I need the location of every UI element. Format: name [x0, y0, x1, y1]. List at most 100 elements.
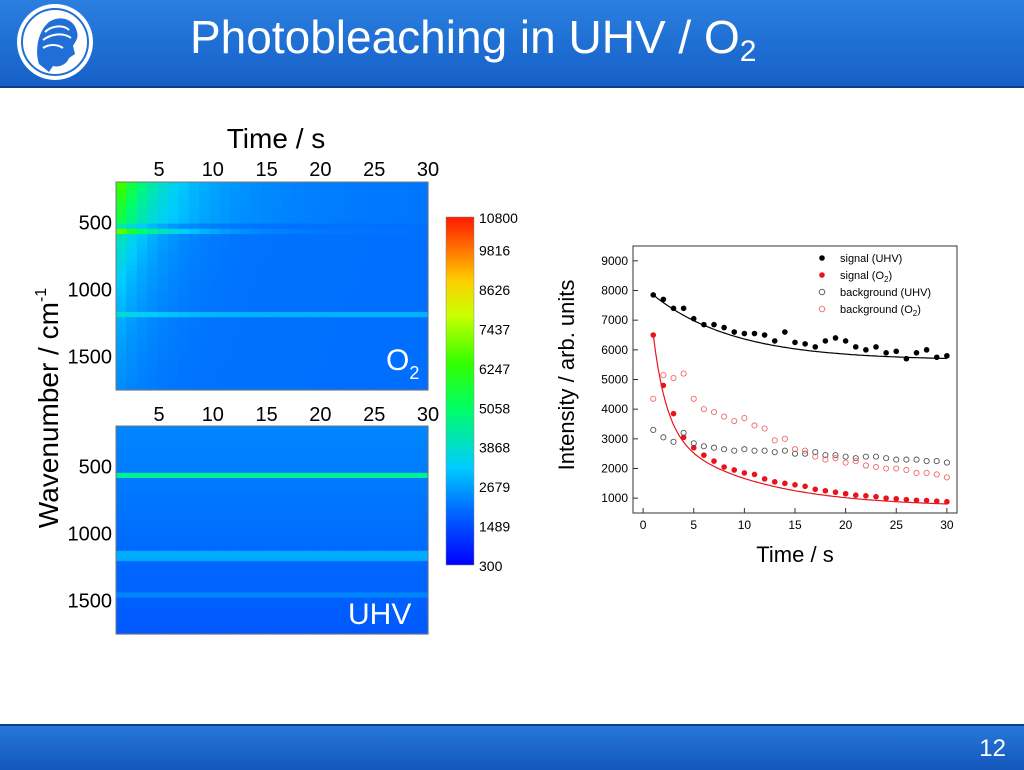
data-point [933, 458, 940, 465]
uhv-heatmap-cell [136, 504, 148, 510]
uhv-heatmap-cell [365, 576, 377, 583]
uhv-heatmap-cell [417, 535, 429, 541]
o2-heatmap-cell [334, 343, 346, 349]
uhv-heatmap-cell [251, 623, 263, 630]
uhv-heatmap-cell [334, 457, 346, 463]
o2-heatmap-cell [136, 223, 148, 230]
data-point [863, 492, 869, 499]
uhv-heatmap-cell [376, 457, 387, 463]
uhv-heatmap-cell [116, 561, 127, 567]
uhv-heatmap-cell [209, 540, 221, 547]
uhv-heatmap-cell [407, 457, 419, 463]
uhv-heatmap-cell [355, 592, 367, 599]
uhv-heatmap-cell [261, 618, 273, 625]
o2-heatmap-cell [272, 322, 283, 329]
uhv-heatmap-cell [386, 478, 398, 484]
uhv-heatmap-cell [126, 452, 138, 458]
uhv-heatmap-cell [407, 556, 419, 562]
data-point [650, 395, 657, 402]
uhv-heatmap-cell [261, 514, 273, 521]
uhv-heatmap-cell [292, 441, 304, 448]
uhv-heatmap-cell [282, 493, 294, 500]
uhv-heatmap-cell [272, 436, 283, 443]
o2-heatmap-cell [365, 275, 377, 282]
data-point [751, 471, 758, 478]
o2-heatmap-cell [136, 291, 148, 297]
o2-heatmap-cell [251, 187, 263, 193]
o2-heatmap-cell [292, 358, 304, 365]
uhv-heatmap-cell [386, 587, 398, 593]
o2-heatmap-cell [261, 244, 273, 251]
o2-heatmap-cell [272, 301, 283, 308]
uhv-heatmap-cell [355, 618, 367, 625]
slide-footer: 12 [0, 724, 1024, 770]
uhv-heatmap-cell [272, 431, 283, 437]
o2-heatmap-cell [396, 348, 408, 355]
o2-heatmap-cell [376, 338, 387, 344]
uhv-heatmap-cell [313, 587, 325, 593]
o2-heatmap-cell [344, 187, 356, 193]
o2-heatmap-cell [386, 254, 398, 261]
uhv-heatmap-cell [376, 540, 387, 547]
uhv-heatmap-cell [303, 514, 315, 521]
o2-heatmap-cell [407, 275, 419, 282]
uhv-heatmap-cell [136, 467, 148, 474]
o2-heatmap-cell [168, 239, 179, 245]
o2-heatmap-cell [136, 358, 148, 365]
uhv-heatmap-cell [313, 498, 325, 505]
uhv-heatmap-cell [157, 426, 169, 432]
uhv-heatmap-cell [136, 524, 148, 531]
o2-heatmap-cell [230, 244, 242, 251]
uhv-heatmap-cell [126, 530, 138, 536]
uhv-heatmap-cell [220, 566, 231, 573]
uhv-heatmap-cell [157, 535, 169, 541]
o2-heatmap-cell [251, 327, 263, 334]
uhv-heatmap-cell [407, 478, 419, 484]
uhv-heatmap-cell [365, 602, 377, 609]
uhv-heatmap-cell [396, 436, 408, 443]
uhv-heatmap-cell [324, 524, 335, 531]
y-tick-label: 9000 [601, 254, 628, 268]
uhv-heatmap-cell [178, 628, 190, 635]
o2-heatmap-cell [386, 223, 398, 230]
uhv-heatmap-cell [355, 431, 367, 437]
data-point [680, 434, 687, 441]
uhv-heatmap-cell [230, 545, 242, 552]
uhv-heatmap-cell [251, 545, 263, 552]
uhv-heatmap-cell [292, 524, 304, 531]
uhv-heatmap-cell [355, 613, 367, 619]
uhv-heatmap-cell [147, 514, 159, 521]
o2-heatmap-cell [272, 228, 283, 235]
o2-heatmap-cell [178, 322, 190, 329]
o2-heatmap-cell [251, 202, 263, 209]
o2-heatmap-cell [126, 187, 138, 193]
o2-heatmap-cell [251, 379, 263, 386]
o2-heatmap-cell [261, 265, 273, 271]
uhv-heatmap-cell [334, 426, 346, 432]
o2-heatmap-cell [407, 286, 419, 292]
o2-heatmap-cell [386, 379, 398, 386]
o2-heatmap-cell [386, 322, 398, 329]
o2-heatmap-cell [303, 265, 315, 271]
uhv-heatmap-cell [251, 478, 263, 484]
o2-heatmap-cell [324, 213, 335, 219]
uhv-heatmap-cell [230, 582, 242, 588]
o2-heatmap-cell [220, 254, 231, 261]
o2-heatmap-cell [220, 364, 231, 370]
o2-heatmap-cell [334, 384, 346, 391]
o2-heatmap-cell [365, 265, 377, 271]
o2-heatmap-cell [313, 384, 325, 391]
uhv-heatmap-cell [251, 592, 263, 599]
o2-heatmap-cell [292, 197, 304, 204]
uhv-heatmap-cell [313, 519, 325, 526]
o2-heatmap-cell [230, 197, 242, 204]
o2-heatmap-cell [396, 260, 408, 266]
o2-heatmap-cell [168, 202, 179, 209]
o2-heatmap-cell [178, 192, 190, 199]
o2-heatmap-cell [396, 369, 408, 375]
o2-heatmap-cell [334, 228, 346, 235]
o2-heatmap-cell [334, 369, 346, 375]
o2-heatmap-cell [282, 291, 294, 297]
o2-heatmap-cell [251, 208, 263, 214]
